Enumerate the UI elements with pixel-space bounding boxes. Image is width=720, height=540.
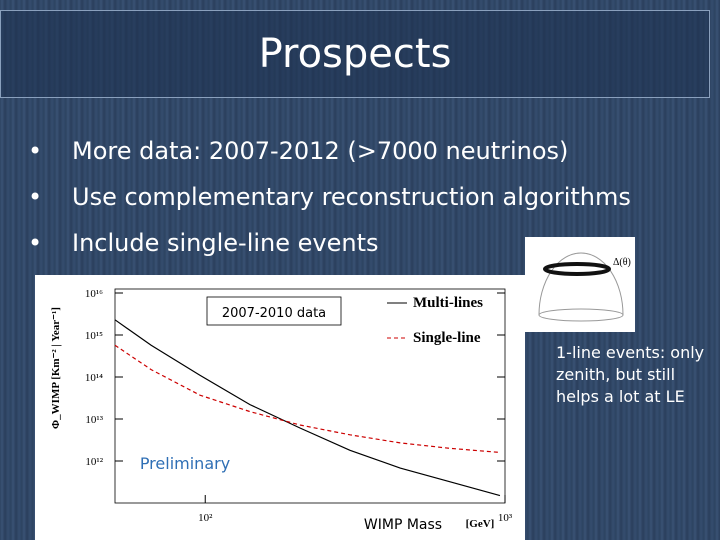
bullet: • More data: 2007-2012 (>7000 neutrinos) [28, 137, 569, 165]
bullet-text: Use complementary reconstruction algorit… [72, 183, 631, 211]
plot-frame [114, 288, 506, 504]
y-tick-label: 10¹⁶ [85, 288, 103, 300]
diagram-label: Δ(θ) [613, 257, 631, 268]
legend-label: Multi-lines [413, 295, 483, 311]
chart: 10¹² 10¹³ 10¹⁴ 10¹⁵ 10¹⁶ 10² 10³ Φ_WIMP [Km⁻² |… [35, 275, 525, 540]
x-axis-label: WIMP Mass [364, 517, 442, 533]
slide-title: Prospects [0, 10, 710, 98]
series-line [114, 344, 501, 454]
y-tick-label: 10¹² [85, 456, 103, 468]
y-tick-label: 10¹³ [85, 414, 103, 426]
x-tick-label: 10³ [498, 512, 513, 524]
dome-diagram: Δ(θ) [525, 237, 635, 332]
x-tick-label: 10² [198, 512, 213, 524]
y-axis-label: Φ_WIMP [Km⁻² | Year⁻¹] [50, 307, 62, 429]
annotation-box [206, 296, 342, 326]
x-axis-unit: [GeV] [466, 518, 495, 530]
y-tick-label: 10¹⁵ [85, 330, 103, 342]
annotation: 2007-2010 data [222, 306, 326, 321]
annotation: Preliminary [140, 454, 230, 473]
legend-label: Single-line [413, 330, 481, 346]
bullet-list: • More data: 2007-2012 (>7000 neutrinos) … [28, 128, 631, 266]
side-note: 1-line events: only zenith, but still he… [556, 343, 705, 406]
bullet: • Use complementary reconstruction algori… [28, 183, 631, 211]
bullet-text: Include single-line events [72, 229, 379, 257]
y-tick-label: 10¹⁴ [85, 372, 103, 384]
series-line [114, 319, 501, 497]
bullet: • Include single-line events [28, 229, 379, 257]
bullet-text: More data: 2007-2012 (>7000 neutrinos) [72, 137, 569, 165]
